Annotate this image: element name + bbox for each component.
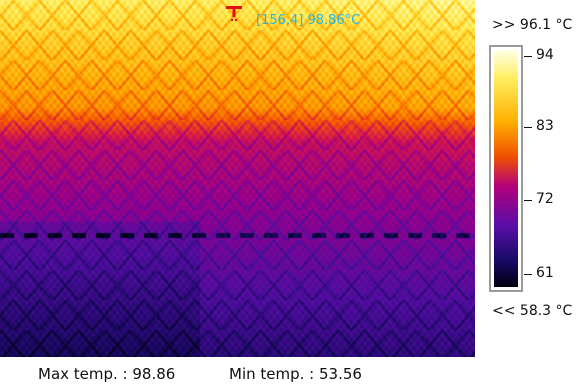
- scale-tick: [524, 56, 532, 57]
- scale-tick: [524, 200, 532, 201]
- hotspot-readout: [156,4] 98.86°C: [256, 13, 361, 28]
- scale-tick: [524, 274, 532, 275]
- scale-max-label: >> 96.1 °C: [492, 17, 573, 33]
- scale-tick-label: 94: [536, 47, 554, 63]
- colorbar-gradient: [494, 50, 518, 287]
- scale-tick-label: 72: [536, 191, 554, 207]
- min-temp-readout: Min temp. : 53.56: [229, 365, 362, 383]
- scale-min-label: << 58.3 °C: [492, 303, 573, 319]
- thermal-image: [0, 0, 475, 357]
- max-temp-readout: Max temp. : 98.86: [38, 365, 176, 383]
- hotspot-marker-icon: [226, 6, 242, 21]
- colorbar: [489, 45, 523, 292]
- scale-tick: [524, 127, 532, 128]
- scale-tick-label: 61: [536, 265, 554, 281]
- scale-tick-label: 83: [536, 118, 554, 134]
